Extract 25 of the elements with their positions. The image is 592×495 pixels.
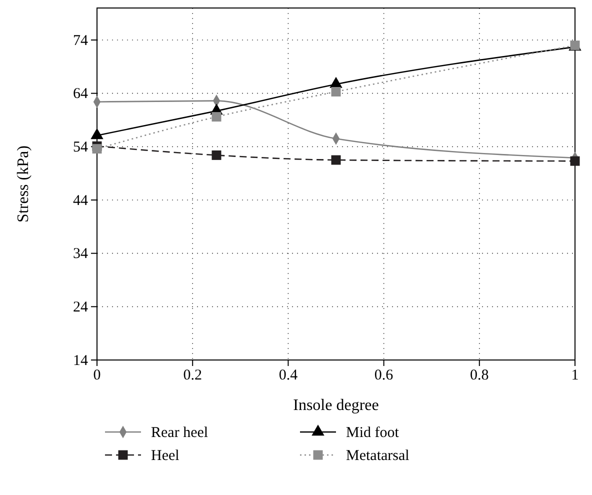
point	[570, 156, 580, 166]
y-tick-label: 24	[73, 299, 88, 316]
x-axis-title: Insole degree	[293, 397, 379, 414]
y-tick-label: 14	[73, 352, 88, 369]
legend-label: Rear heel	[151, 425, 208, 441]
x-tick-label: 0.8	[470, 368, 489, 384]
y-tick-label: 34	[73, 246, 88, 262]
legend-label: Heel	[151, 448, 180, 464]
x-tick-label: 0.2	[183, 368, 202, 384]
y-tick-label: 64	[73, 86, 88, 102]
point	[92, 144, 102, 154]
x-tick-label: 0	[93, 368, 101, 384]
point	[331, 155, 341, 165]
point	[331, 86, 341, 96]
point	[212, 112, 222, 122]
legend-label: Metatarsal	[346, 448, 410, 464]
y-tick-label: 54	[73, 139, 88, 156]
x-tick-label: 0.4	[278, 368, 298, 384]
y-tick-label: 44	[73, 192, 88, 209]
legend-label: Mid foot	[346, 425, 400, 441]
x-tick-label: 1	[571, 368, 579, 384]
y-axis-title: Stress (kPa)	[15, 146, 32, 222]
y-tick-label: 74	[73, 32, 88, 49]
x-tick-label: 0.6	[374, 368, 394, 384]
point	[212, 150, 222, 160]
